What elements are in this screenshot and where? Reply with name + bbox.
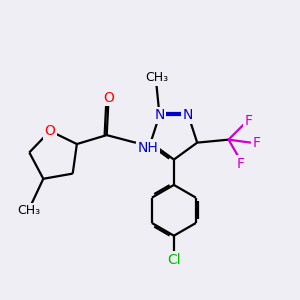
- Text: F: F: [252, 136, 260, 150]
- Text: NH: NH: [138, 141, 159, 155]
- Text: CH₃: CH₃: [145, 71, 168, 84]
- Text: CH₃: CH₃: [17, 204, 40, 217]
- Text: F: F: [244, 114, 253, 128]
- Text: N: N: [154, 108, 165, 122]
- Text: N: N: [183, 108, 194, 122]
- Text: Cl: Cl: [167, 253, 181, 267]
- Text: O: O: [45, 124, 56, 138]
- Text: F: F: [236, 157, 244, 170]
- Text: O: O: [103, 91, 114, 105]
